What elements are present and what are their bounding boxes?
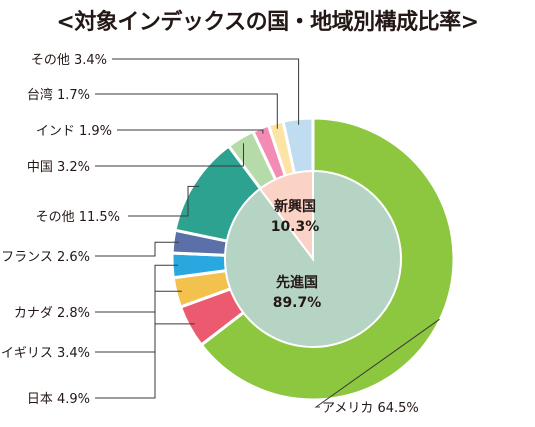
outer-label-1: 日本 4.9% xyxy=(27,392,90,407)
leader-line-8 xyxy=(95,93,278,129)
leader-line-7 xyxy=(117,129,264,134)
outer-label-3: カナダ 2.8% xyxy=(14,306,90,321)
inner-label-value-0: 89.7% xyxy=(273,295,322,311)
leader-line-4 xyxy=(95,241,179,257)
outer-label-0: アメリカ 64.5% xyxy=(322,401,419,416)
inner-label-name-1: 新興国 xyxy=(274,198,316,215)
outer-label-9: その他 3.4% xyxy=(31,53,107,68)
outer-label-8: 台湾 1.7% xyxy=(27,87,90,103)
leader-line-0 xyxy=(314,318,440,408)
outer-label-5: その他 11.5% xyxy=(36,210,120,225)
chart-title: <対象インデックスの国・地域別構成比率> xyxy=(56,10,479,35)
leader-line-2 xyxy=(95,290,182,353)
outer-label-7: インド 1.9% xyxy=(36,124,112,139)
inner-label-name-0: 先進国 xyxy=(276,274,318,291)
inner-label-value-1: 10.3% xyxy=(271,219,320,235)
leader-line-6 xyxy=(95,143,244,167)
outer-label-4: フランス 2.6% xyxy=(1,250,90,265)
outer-label-6: 中国 3.2% xyxy=(27,160,90,175)
leader-line-9 xyxy=(112,58,300,125)
outer-label-2: イギリス 3.4% xyxy=(1,346,90,361)
leader-line-5 xyxy=(128,185,200,217)
leader-line-1 xyxy=(95,323,195,399)
inner-slice-1 xyxy=(258,169,314,262)
leader-line-3 xyxy=(95,264,179,313)
